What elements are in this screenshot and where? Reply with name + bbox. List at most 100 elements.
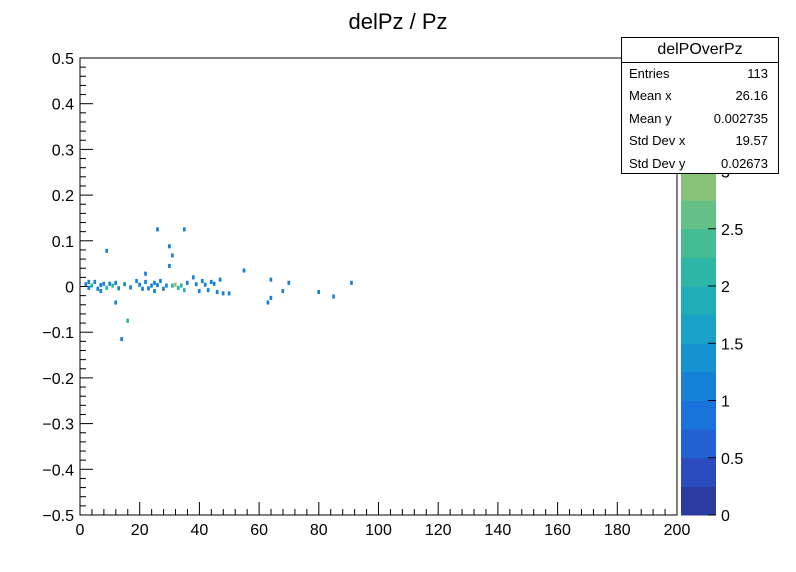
stats-row-std-dev-x: Std Dev x 19.57 [622, 130, 778, 152]
heatmap-cell [165, 283, 168, 288]
y-tick-label: −0.1 [42, 325, 74, 342]
heatmap-cell [114, 280, 118, 285]
heatmap-cell [114, 300, 118, 305]
heatmap-cell [129, 285, 132, 290]
stats-value: 0.02673 [721, 155, 768, 171]
heatmap-cell [135, 278, 138, 284]
chart-title: delPz / Pz [348, 9, 447, 34]
heatmap-cell [156, 283, 159, 288]
heatmap-cell [212, 281, 216, 286]
heatmap-cell [209, 279, 213, 284]
stats-value: 113 [747, 66, 768, 81]
colorbar-tick-label: 2.5 [721, 222, 743, 239]
colorbar-tick-label: 0.5 [721, 451, 743, 468]
colorbar-band [681, 343, 716, 373]
x-tick-label: 180 [604, 522, 631, 539]
colorbar-band [681, 257, 716, 287]
x-tick-label: 200 [664, 522, 691, 539]
heatmap-cell [117, 286, 120, 291]
heatmap-cell [111, 283, 115, 288]
colorbar-band [681, 286, 716, 316]
heatmap-cell [242, 268, 246, 273]
heatmap-cell [102, 281, 106, 286]
colorbar-band [681, 314, 716, 344]
colorbar-tick-label: 1 [721, 394, 730, 411]
colorbar-band [681, 400, 716, 430]
heatmap-cell [269, 277, 273, 282]
x-tick-label: 160 [544, 522, 571, 539]
heatmap-cell [141, 286, 144, 291]
heatmap-cell [281, 289, 285, 294]
heatmap-cell [144, 271, 147, 276]
stats-value: 26.16 [735, 88, 768, 104]
heatmap-cell [156, 227, 159, 232]
colorbar-band [681, 371, 716, 401]
colorbar-band [681, 171, 716, 201]
heatmap-cell [174, 282, 177, 287]
heatmap-cell [93, 279, 97, 284]
heatmap-cell [179, 283, 183, 288]
heatmap-cell [182, 288, 186, 293]
heatmap-cell [99, 283, 103, 288]
x-tick-label: 60 [250, 522, 268, 539]
heatmap-cell [171, 253, 174, 258]
y-tick-label: −0.2 [42, 371, 74, 388]
heatmap-cell [108, 281, 112, 286]
heatmap-cell [105, 285, 109, 290]
heatmap-cell [99, 289, 103, 294]
y-tick-label: 0.4 [52, 97, 74, 114]
stats-key: Std Dev x [629, 133, 686, 149]
stats-row-std-dev-y: Std Dev y 0.02673 [622, 153, 778, 175]
heatmap-cell [266, 300, 270, 305]
colorbar-tick-label: 2 [721, 279, 730, 296]
heatmap-cell [96, 286, 100, 291]
heatmap-cell [221, 291, 225, 296]
y-tick-label: −0.4 [42, 462, 74, 479]
heatmap-cell [350, 280, 353, 285]
y-tick-label: 0.5 [52, 51, 74, 68]
y-tick-label: 0.2 [52, 188, 74, 205]
heatmap-cell [150, 283, 153, 288]
heatmap-cell [191, 275, 195, 280]
colorbar-band [681, 457, 716, 487]
heatmap-cell [203, 282, 207, 287]
colorbar-tick-label: 1.5 [721, 336, 743, 353]
colorbar-tick-label: 0 [721, 508, 730, 525]
heatmap-cell [168, 244, 171, 249]
heatmap-cell [218, 277, 222, 282]
heatmap-cell [144, 279, 147, 284]
y-tick-label: 0.1 [52, 234, 74, 251]
colorbar-band [681, 200, 716, 230]
heatmap-cell [200, 278, 204, 284]
y-tick-label: −0.5 [42, 508, 74, 525]
stats-row-mean-x: Mean x 26.16 [622, 85, 778, 107]
colorbar-band [681, 429, 716, 459]
heatmap-cell [332, 294, 335, 299]
heatmap-cell [177, 285, 180, 290]
y-tick-label: 0 [65, 280, 74, 297]
stats-key: Mean y [629, 110, 672, 126]
y-tick-label: 0.3 [52, 142, 74, 159]
heatmap-cell [153, 289, 156, 294]
stats-row-entries: Entries 113 [622, 63, 778, 85]
heatmap-cell [120, 336, 123, 342]
heatmap-cell [126, 318, 129, 323]
stats-row-mean-y: Mean y 0.002735 [622, 108, 778, 130]
x-tick-label: 140 [485, 522, 512, 539]
heatmap-cell [287, 280, 291, 285]
heatmap-cell [162, 286, 165, 291]
stats-key: Entries [629, 66, 670, 81]
stats-box: delPOverPz Entries 113 Mean x 26.16 Mean… [621, 37, 779, 174]
x-tick-label: 100 [365, 522, 392, 539]
heatmap-cell [138, 282, 141, 287]
heatmap-cell [269, 295, 273, 300]
x-tick-label: 0 [76, 522, 85, 539]
x-tick-label: 120 [425, 522, 452, 539]
heatmap-cell [194, 282, 198, 287]
heatmap-cell [182, 227, 186, 232]
heatmap-cell [87, 285, 91, 290]
heatmap-cell [317, 289, 320, 295]
heatmap-cell [123, 282, 126, 287]
heatmap-cell [90, 283, 94, 288]
x-tick-label: 40 [191, 522, 209, 539]
